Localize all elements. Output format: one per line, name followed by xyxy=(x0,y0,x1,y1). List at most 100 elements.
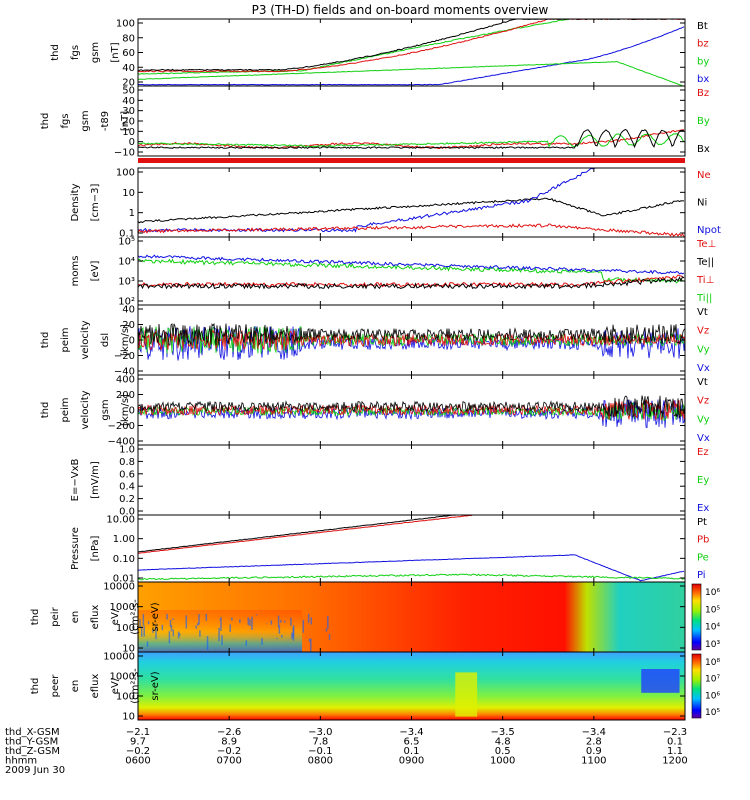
x-row-value: −3.4 xyxy=(582,727,606,738)
spectrogram-electron-dropout xyxy=(641,669,680,693)
y-tick-label: 0.1 xyxy=(119,229,135,240)
y-axis-label-line: gsm xyxy=(100,399,111,420)
series-by-late xyxy=(137,61,685,87)
x-row-value: −3.5 xyxy=(491,727,515,738)
spectrogram-speck xyxy=(195,625,197,629)
legend-bz: bz xyxy=(697,39,709,50)
y-tick-label: 100 xyxy=(116,623,135,634)
y-axis-label-line: gsm xyxy=(80,110,91,131)
x-row-label: thd_X-GSM xyxy=(5,727,60,738)
series-Npot xyxy=(137,167,684,233)
legend-Ti⊥: Ti⊥ xyxy=(696,275,714,286)
y-tick-label: −200 xyxy=(108,421,135,432)
y-axis-label-line: thd xyxy=(30,678,41,695)
y-tick-label: −400 xyxy=(108,437,135,448)
panel-7-frame xyxy=(137,444,686,516)
spectrogram-speck xyxy=(245,640,248,646)
legend-Vt: Vt xyxy=(697,307,708,318)
y-axis-label-line: en xyxy=(70,680,81,693)
x-row-value: −3.4 xyxy=(399,727,423,738)
legend-Pb: Pb xyxy=(697,535,709,546)
y-axis-label-line: E=−VxB xyxy=(70,459,81,502)
y-tick-label: 1.00 xyxy=(113,534,135,545)
spectrogram-speck xyxy=(249,619,251,627)
spectrogram-speck xyxy=(229,624,231,632)
y-tick-label: 30 xyxy=(122,106,135,117)
y-axis-label: thd peir en eflux eV/ (cm²-s-sr-eV) xyxy=(30,599,161,635)
y-tick-label: 0.8 xyxy=(119,457,135,468)
series-Pb xyxy=(137,514,684,554)
legend-Bz: Bz xyxy=(697,88,709,99)
spectrogram-speck xyxy=(290,617,292,626)
x-row-value: −0.2 xyxy=(126,746,150,757)
legend-Ex: Ex xyxy=(697,503,709,514)
y-axis-label-line: sr-eV) xyxy=(150,671,161,700)
x-row-value: 0900 xyxy=(399,756,424,767)
spectrogram-speck xyxy=(178,633,181,637)
legend-Ey: Ey xyxy=(697,475,709,486)
y-axis-label-line: dsl xyxy=(100,333,111,347)
spectrogram-speck xyxy=(292,625,295,630)
y-axis-label-line: Pressure xyxy=(70,527,81,570)
y-tick-label: 0.01 xyxy=(113,574,135,585)
spectrogram-speck xyxy=(198,613,200,625)
spectrogram-speck xyxy=(327,616,329,629)
y-tick-label: −10 xyxy=(114,148,135,159)
y-tick-label: −40 xyxy=(114,367,135,378)
y-tick-label: 400 xyxy=(116,375,135,386)
series-Vz xyxy=(137,400,686,421)
x-row-value: −0.2 xyxy=(217,746,241,757)
legend-Te⊥: Te⊥ xyxy=(696,239,716,250)
series-Ti-perp xyxy=(137,254,685,275)
y-axis-label-line: (cm²-s- xyxy=(130,668,141,704)
spectrogram-speck xyxy=(255,614,258,616)
legend-Npot: Npot xyxy=(697,225,721,236)
legend-Vz: Vz xyxy=(697,396,709,407)
x-row-value: 1.1 xyxy=(667,746,683,757)
panel-10: 10000 1000 100 10 thd peer en eflux eV/ (cm²-s-sr… xyxy=(30,651,720,723)
y-tick-label: 40 xyxy=(122,63,135,74)
panel-8-frame xyxy=(137,514,686,583)
spectrogram-speck xyxy=(172,618,174,621)
x-row-value: 8.9 xyxy=(221,737,237,748)
spectrogram-speck xyxy=(239,619,241,624)
legend-Vt: Vt xyxy=(697,377,708,388)
spectrogram-speck xyxy=(307,613,310,623)
y-axis-label-line: velocity xyxy=(80,390,91,429)
y-axis-label: moms [eV] xyxy=(70,256,101,287)
x-row-value: 1100 xyxy=(581,756,606,767)
legend-Ne: Ne xyxy=(697,170,711,181)
y-axis-label-line: thd xyxy=(40,332,51,349)
series-bz xyxy=(137,18,685,73)
legend-Vy: Vy xyxy=(697,414,710,425)
spectrogram-speck xyxy=(277,615,280,628)
y-tick-label: 10000 xyxy=(103,582,135,593)
y-axis-label-line: [nPa] xyxy=(90,535,101,561)
legend-Bt: Bt xyxy=(697,21,708,32)
x-row-value: −2.1 xyxy=(126,727,150,738)
legend-Vz: Vz xyxy=(697,326,709,337)
spectrogram-speck xyxy=(219,619,221,621)
spectrogram-speck xyxy=(291,632,293,640)
panel-10-data xyxy=(138,652,685,720)
y-axis-label-line: eV/ xyxy=(110,677,121,694)
spectrogram-speck xyxy=(283,620,286,623)
legend-Vx: Vx xyxy=(697,363,710,374)
y-axis-label-line: [cm−3] xyxy=(90,184,101,222)
y-axis-label: thd fgs gsm [nT] xyxy=(50,42,121,63)
x-row-value: 0.5 xyxy=(495,746,511,757)
legend-by: by xyxy=(697,56,709,67)
x-row-value: 0.9 xyxy=(586,746,602,757)
y-tick-label: 0 xyxy=(129,406,135,417)
x-date-label: 2009 Jun 30 xyxy=(5,765,65,776)
spectrogram-speck xyxy=(142,613,145,626)
y-tick-label: 1000 xyxy=(110,602,135,613)
spectrogram-electron-base xyxy=(138,652,685,720)
y-axis-label-line: thd xyxy=(30,609,41,626)
x-row-value: −3.0 xyxy=(308,727,332,738)
spectrogram-speck xyxy=(166,613,168,620)
spectrogram-speck xyxy=(206,636,209,650)
series-Pt xyxy=(137,514,684,553)
